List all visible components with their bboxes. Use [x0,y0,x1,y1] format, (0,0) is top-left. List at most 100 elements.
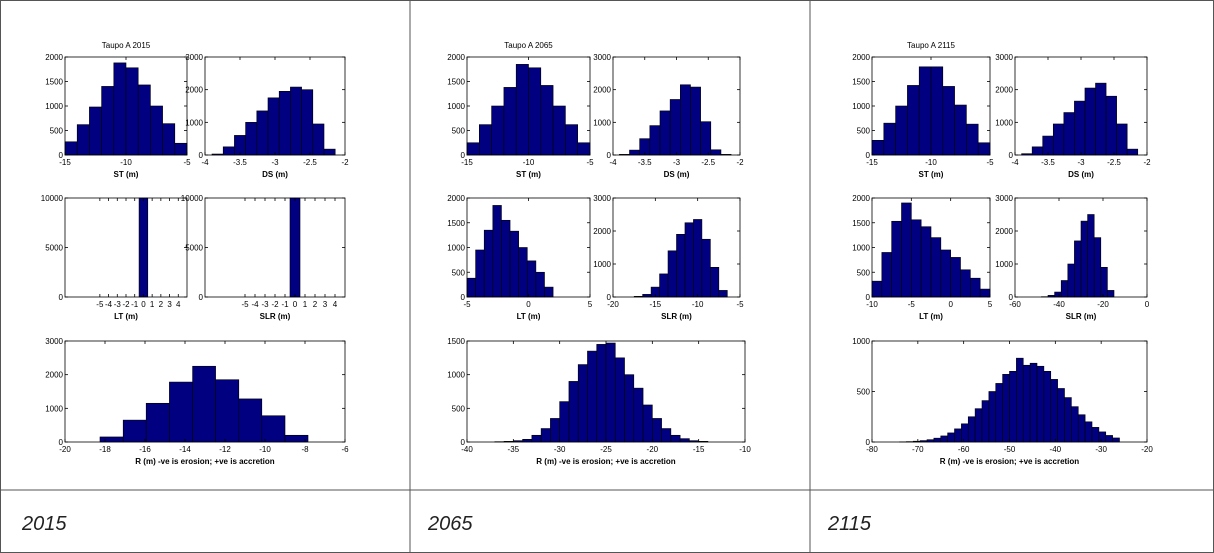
x-axis-label: LT (m) [517,312,541,321]
caption: 2115 [827,513,872,535]
bar [278,91,291,156]
x-tick-label: 4 [333,300,338,309]
y-tick-label: 1000 [45,404,63,413]
bar [1067,263,1075,298]
x-tick-label: 3 [323,300,328,309]
x-tick-label: 5 [988,300,993,309]
chart-title: Taupo A 2015 [102,41,151,50]
y-tick-label: 0 [59,438,64,447]
bar [670,434,681,443]
x-tick-label: -20 [647,445,659,454]
y-tick-label: 2000 [447,53,465,62]
y-tick-label: 0 [607,151,612,160]
bar [1091,427,1100,443]
x-tick-label: 0 [293,300,298,309]
x-tick-label: -10 [259,445,271,454]
y-tick-label: 0 [461,438,466,447]
bar [930,237,942,298]
y-tick-label: 2000 [593,86,611,95]
bar [911,219,922,298]
x-tick-label: -70 [912,445,924,454]
bar [150,105,163,156]
bar [577,364,588,443]
y-tick-label: 0 [59,151,64,160]
bar [1080,220,1088,298]
x-tick-label: 1 [150,300,155,309]
y-tick-label: 2000 [45,371,63,380]
bar [522,439,533,443]
x-tick-label: 3 [167,300,172,309]
bar [1029,362,1038,443]
bar [215,379,240,443]
y-tick-label: 1000 [995,260,1013,269]
x-tick-label: 5 [588,300,593,309]
x-axis-label: DS (m) [664,170,690,179]
bar [871,140,885,156]
y-tick-label: 0 [1009,151,1014,160]
bar [1093,237,1102,298]
chart-title: Taupo A 2115 [907,41,955,50]
x-tick-label: 0 [141,300,146,309]
bar [1052,123,1065,156]
bar [930,66,944,156]
bar [676,234,686,298]
y-tick-label: 0 [607,293,612,302]
x-tick-label: -4 [1011,158,1019,167]
bar [1022,364,1031,443]
bar [192,365,216,443]
x-tick-label: -10 [866,300,878,309]
bar [596,344,607,443]
x-tick-label: 0 [526,300,531,309]
x-tick-label: -10 [120,158,132,167]
x-tick-label: -3 [114,300,122,309]
y-tick-label: 2000 [852,194,870,203]
axes-frame [612,197,741,298]
bar [1036,365,1045,443]
x-tick-label: -5 [586,158,594,167]
x-tick-label: 4 [176,300,181,309]
bar [518,247,528,298]
x-axis-label: R (m) -ve is erosion; +ve is accretion [940,457,1079,466]
bar [1084,421,1093,443]
bar [642,404,653,443]
bar [633,387,644,443]
x-axis-label: R (m) -ve is erosion; +ve is accretion [536,457,675,466]
x-axis-label: SLR (m) [1066,312,1097,321]
x-tick-label: -14 [179,445,191,454]
bar [138,197,149,298]
y-tick-label: 2000 [852,53,870,62]
bar [961,423,969,443]
bar [883,122,896,156]
y-tick-label: 1500 [447,219,465,228]
y-tick-label: 0 [199,151,204,160]
bar [559,401,570,443]
x-tick-label: -2.5 [303,158,317,167]
bar [238,398,263,443]
x-tick-label: -3.5 [233,158,247,167]
y-tick-label: 5000 [45,244,63,253]
x-tick-label: -15 [693,445,705,454]
y-tick-label: 500 [452,404,466,413]
y-tick-label: 3000 [185,53,203,62]
bar [1112,437,1120,443]
y-tick-label: 1500 [447,78,465,87]
bar [290,86,302,156]
bar [907,85,920,156]
x-tick-label: -15 [59,158,71,167]
bar [679,438,690,443]
bar [1057,388,1065,443]
x-tick-label: -4 [609,158,617,167]
bar [492,205,502,298]
bar [64,141,78,156]
x-tick-label: -5 [96,300,104,309]
y-tick-label: 10000 [41,194,64,203]
bar [947,432,955,443]
x-tick-label: -3.5 [1041,158,1055,167]
x-axis-label: LT (m) [919,312,943,321]
y-tick-label: 1500 [45,78,63,87]
x-tick-label: -20 [607,300,619,309]
y-tick-label: 0 [866,151,871,160]
bar [475,249,485,298]
bar [1087,214,1095,298]
bar [491,105,505,156]
